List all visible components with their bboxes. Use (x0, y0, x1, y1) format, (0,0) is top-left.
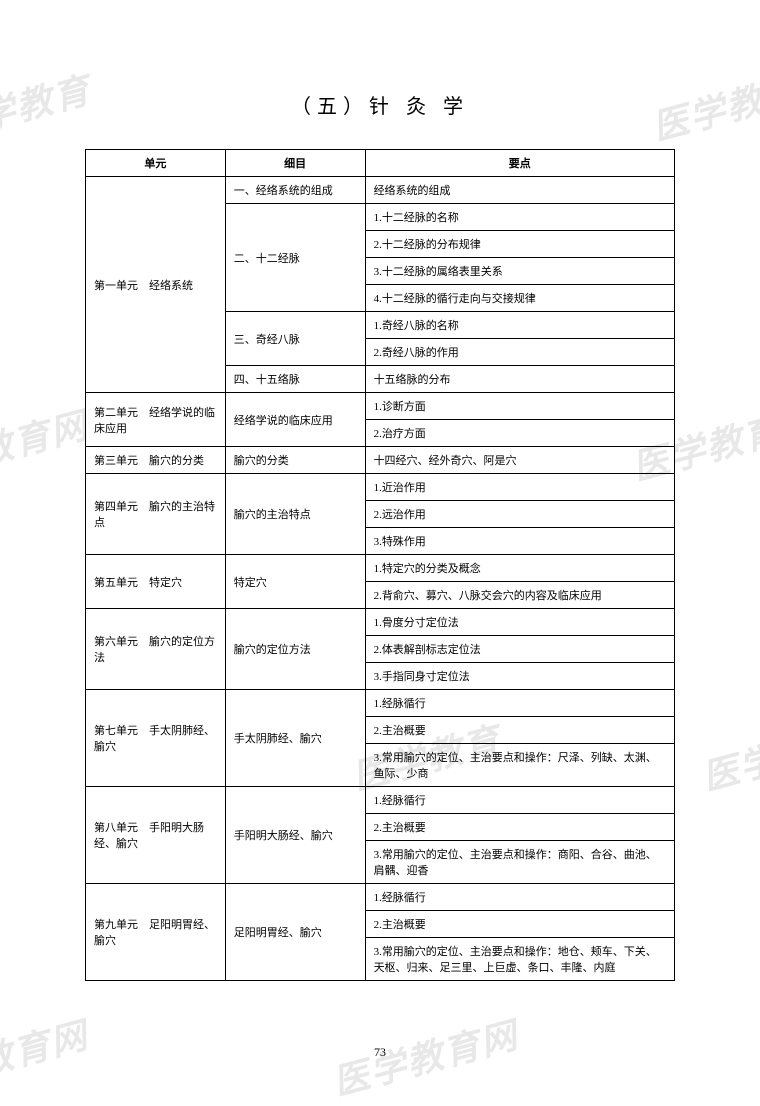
table-row: 第一单元 经络系统一、经络系统的组成经络系统的组成 (86, 177, 675, 204)
cell-unit: 第二单元 经络学说的临床应用 (86, 393, 226, 447)
cell-point: 1.骨度分寸定位法 (365, 609, 674, 636)
cell-item: 经络学说的临床应用 (225, 393, 365, 447)
table-row: 第二单元 经络学说的临床应用经络学说的临床应用1.诊断方面 (86, 393, 675, 420)
cell-point: 3.常用腧穴的定位、主治要点和操作：商阳、合谷、曲池、肩髃、迎香 (365, 841, 674, 884)
cell-point: 1.奇经八脉的名称 (365, 312, 674, 339)
cell-point: 2.体表解剖标志定位法 (365, 636, 674, 663)
table-row: 第三单元 腧穴的分类腧穴的分类十四经穴、经外奇穴、阿是穴 (86, 447, 675, 474)
cell-point: 4.十二经脉的循行走向与交接规律 (365, 285, 674, 312)
cell-point: 2.背俞穴、募穴、八脉交会穴的内容及临床应用 (365, 582, 674, 609)
cell-item: 腧穴的分类 (225, 447, 365, 474)
table-row: 第四单元 腧穴的主治特点腧穴的主治特点1.近治作用 (86, 474, 675, 501)
cell-unit: 第七单元 手太阴肺经、腧穴 (86, 690, 226, 787)
cell-point: 1.诊断方面 (365, 393, 674, 420)
page-number: 73 (0, 1045, 760, 1060)
cell-item: 一、经络系统的组成 (225, 177, 365, 204)
cell-unit: 第四单元 腧穴的主治特点 (86, 474, 226, 555)
cell-point: 1.特定穴的分类及概念 (365, 555, 674, 582)
cell-point: 1.经脉循行 (365, 690, 674, 717)
table-row: 第八单元 手阳明大肠经、腧穴手阳明大肠经、腧穴1.经脉循行 (86, 787, 675, 814)
cell-point: 2.奇经八脉的作用 (365, 339, 674, 366)
watermark: 医学教育网 (0, 396, 94, 495)
table-row: 第六单元 腧穴的定位方法腧穴的定位方法1.骨度分寸定位法 (86, 609, 675, 636)
cell-point: 3.手指同身寸定位法 (365, 663, 674, 690)
cell-point: 1.经脉循行 (365, 884, 674, 911)
page-title: （五）针 灸 学 (0, 90, 760, 119)
cell-unit: 第一单元 经络系统 (86, 177, 226, 393)
header-point: 要点 (365, 150, 674, 177)
cell-item: 手太阴肺经、腧穴 (225, 690, 365, 787)
cell-point: 2.十二经脉的分布规律 (365, 231, 674, 258)
table-row: 第九单元 足阳明胃经、腧穴足阳明胃经、腧穴1.经脉循行 (86, 884, 675, 911)
cell-unit: 第九单元 足阳明胃经、腧穴 (86, 884, 226, 981)
cell-point: 2.主治概要 (365, 814, 674, 841)
table-header-row: 单元 细目 要点 (86, 150, 675, 177)
header-unit: 单元 (86, 150, 226, 177)
cell-point: 3.十二经脉的属络表里关系 (365, 258, 674, 285)
cell-item: 足阳明胃经、腧穴 (225, 884, 365, 981)
cell-point: 1.经脉循行 (365, 787, 674, 814)
cell-point: 3.常用腧穴的定位、主治要点和操作：地仓、颊车、下关、天枢、归来、足三里、上巨虚… (365, 938, 674, 981)
cell-point: 十四经穴、经外奇穴、阿是穴 (365, 447, 674, 474)
cell-unit: 第六单元 腧穴的定位方法 (86, 609, 226, 690)
cell-item: 特定穴 (225, 555, 365, 609)
cell-unit: 第八单元 手阳明大肠经、腧穴 (86, 787, 226, 884)
cell-point: 2.主治概要 (365, 911, 674, 938)
cell-point: 3.特殊作用 (365, 528, 674, 555)
table-row: 第五单元 特定穴特定穴1.特定穴的分类及概念 (86, 555, 675, 582)
cell-item: 腧穴的主治特点 (225, 474, 365, 555)
cell-point: 3.常用腧穴的定位、主治要点和操作：尺泽、列缺、太渊、鱼际、少商 (365, 744, 674, 787)
header-item: 细目 (225, 150, 365, 177)
cell-item: 四、十五络脉 (225, 366, 365, 393)
table-row: 第七单元 手太阴肺经、腧穴手太阴肺经、腧穴1.经脉循行 (86, 690, 675, 717)
cell-point: 经络系统的组成 (365, 177, 674, 204)
cell-unit: 第三单元 腧穴的分类 (86, 447, 226, 474)
syllabus-table: 单元 细目 要点 第一单元 经络系统一、经络系统的组成经络系统的组成二、十二经脉… (85, 149, 675, 981)
cell-item: 三、奇经八脉 (225, 312, 365, 366)
cell-point: 2.治疗方面 (365, 420, 674, 447)
cell-item: 腧穴的定位方法 (225, 609, 365, 690)
watermark: 医学教育 (696, 711, 760, 801)
cell-item: 手阳明大肠经、腧穴 (225, 787, 365, 884)
cell-item: 二、十二经脉 (225, 204, 365, 312)
cell-point: 十五络脉的分布 (365, 366, 674, 393)
cell-unit: 第五单元 特定穴 (86, 555, 226, 609)
cell-point: 2.主治概要 (365, 717, 674, 744)
cell-point: 2.远治作用 (365, 501, 674, 528)
cell-point: 1.十二经脉的名称 (365, 204, 674, 231)
cell-point: 1.近治作用 (365, 474, 674, 501)
